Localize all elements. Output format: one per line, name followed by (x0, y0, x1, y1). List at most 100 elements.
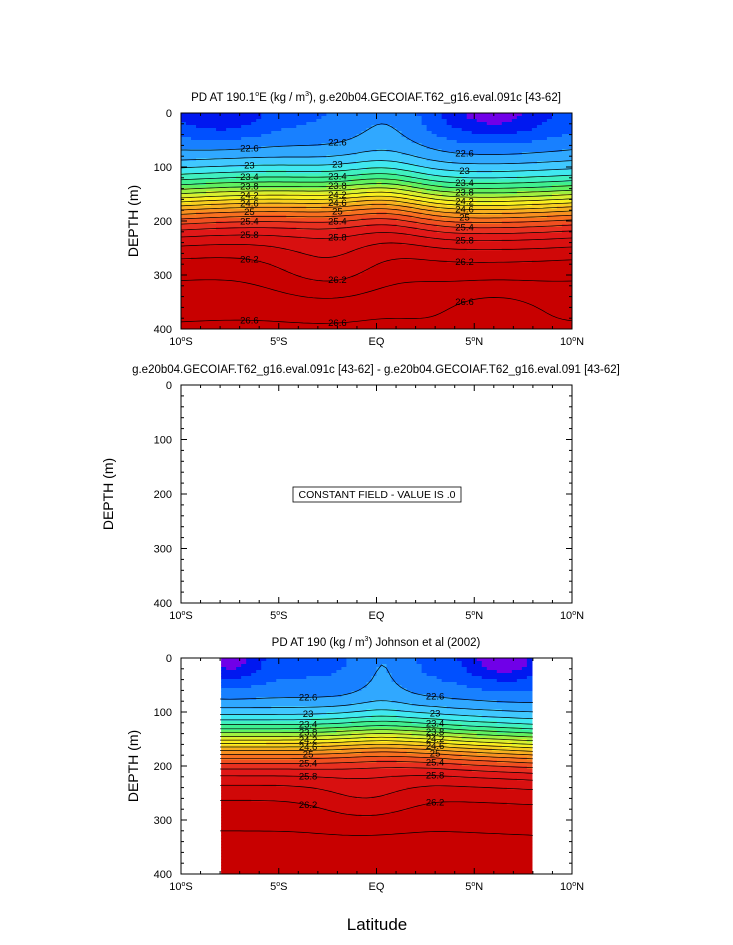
field-cell (186, 128, 192, 132)
field-cell (541, 191, 548, 195)
field-cell (386, 140, 393, 144)
field-cell (391, 293, 398, 297)
field-cell (296, 218, 302, 222)
field-cell (341, 137, 348, 141)
field-cell (526, 134, 533, 138)
field-cell (271, 299, 277, 303)
field-cell (391, 266, 398, 270)
field-cell (216, 170, 222, 174)
field-cell (511, 125, 518, 129)
field-cell (506, 299, 513, 303)
field-cell (521, 224, 528, 228)
field-cell (546, 128, 553, 132)
field-cell (281, 152, 287, 156)
field-cell (431, 296, 438, 300)
field-cell (281, 239, 287, 243)
field-cell (411, 122, 418, 126)
field-cell (311, 113, 317, 117)
field-cell (496, 215, 503, 219)
field-cell (201, 218, 207, 222)
field-cell (426, 272, 433, 276)
field-cell (486, 122, 493, 126)
field-cell (346, 269, 353, 273)
field-cell (216, 269, 222, 273)
field-cell (186, 275, 192, 279)
field-cell (226, 302, 232, 306)
field-cell (311, 200, 317, 204)
field-cell (361, 164, 368, 168)
field-cell (516, 200, 523, 204)
field-cell (521, 182, 528, 186)
field-cell (226, 251, 232, 255)
field-cell (381, 125, 388, 129)
field-cell (466, 125, 473, 129)
field-cell (486, 263, 493, 267)
field-cell (461, 275, 468, 279)
field-cell (441, 149, 448, 153)
field-cell (441, 167, 448, 171)
field-cell (331, 158, 337, 162)
field-cell (316, 248, 322, 252)
field-cell (446, 275, 453, 279)
field-cell (456, 146, 463, 150)
field-cell (411, 173, 418, 177)
field-cell (191, 134, 197, 138)
field-cell (316, 152, 322, 156)
field-cell (446, 218, 453, 222)
field-cell (236, 269, 242, 273)
field-cell (531, 263, 538, 267)
field-cell (426, 143, 433, 147)
field-cell (366, 194, 373, 198)
field-cell (346, 290, 353, 294)
field-cell (481, 269, 488, 273)
field-cell (231, 257, 237, 261)
field-cell (561, 116, 568, 120)
field-cell (496, 242, 503, 246)
field-cell (551, 188, 558, 192)
field-cell (381, 233, 388, 237)
field-cell (301, 125, 307, 129)
field-cell (521, 197, 528, 201)
field-cell (511, 113, 518, 117)
field-cell (431, 188, 438, 192)
field-cell (371, 188, 378, 192)
field-cell (341, 131, 348, 135)
field-cell (181, 221, 187, 225)
field-cell (326, 287, 332, 291)
field-cell (181, 296, 187, 300)
field-cell (451, 233, 458, 237)
field-cell (286, 134, 292, 138)
field-cell (341, 248, 348, 252)
field-cell (371, 284, 378, 288)
field-cell (436, 182, 443, 186)
field-cell (341, 212, 348, 216)
field-cell (461, 209, 468, 213)
field-cell (506, 212, 513, 216)
field-cell (296, 146, 302, 150)
field-cell (271, 131, 277, 135)
field-cell (456, 161, 463, 165)
field-cell (561, 296, 568, 300)
field-cell (536, 263, 543, 267)
field-cell (446, 182, 453, 186)
field-cell (446, 230, 453, 234)
field-cell (196, 227, 202, 231)
field-cell (271, 263, 277, 267)
field-cell (536, 149, 543, 153)
field-cell (201, 125, 207, 129)
field-cell (271, 152, 277, 156)
field-cell (316, 233, 322, 237)
field-cell (551, 227, 558, 231)
field-cell (391, 221, 398, 225)
field-cell (476, 197, 483, 201)
field-cell (266, 257, 272, 261)
field-cell (201, 242, 207, 246)
field-cell (311, 242, 317, 246)
field-cell (376, 293, 383, 297)
field-cell (351, 209, 358, 213)
field-cell (421, 269, 428, 273)
field-cell (436, 269, 443, 273)
field-cell (196, 122, 202, 126)
field-cell (391, 131, 398, 135)
field-cell (416, 275, 423, 279)
